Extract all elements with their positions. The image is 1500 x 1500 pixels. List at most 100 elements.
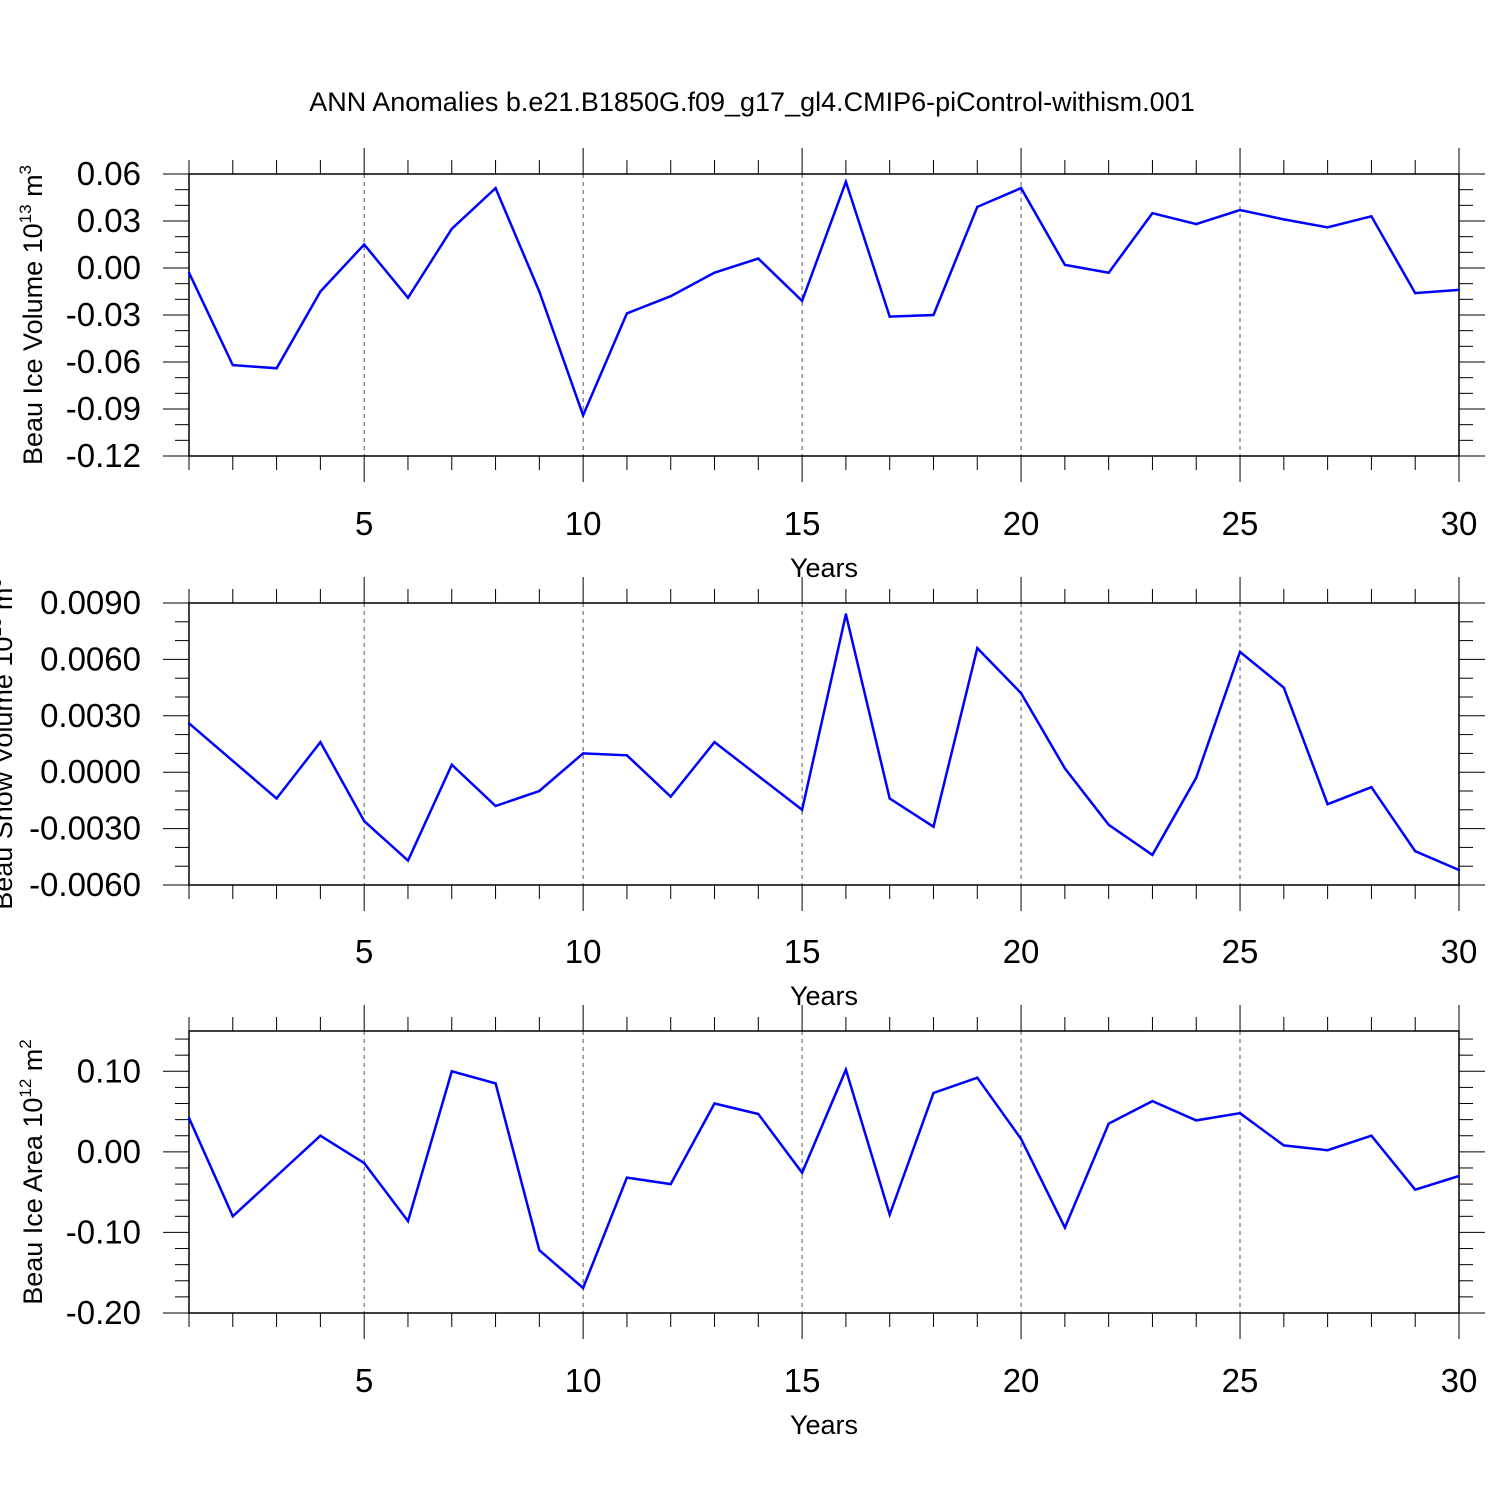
x-tick-label: 10	[565, 505, 602, 542]
data-point	[1151, 853, 1154, 857]
data-point	[625, 1176, 629, 1179]
data-point	[932, 825, 935, 828]
data-point	[319, 290, 322, 293]
data-point	[625, 312, 629, 315]
data-point	[1107, 271, 1110, 274]
data-point	[888, 315, 891, 318]
x-tick-label: 20	[1003, 1362, 1040, 1399]
x-tick-label: 30	[1441, 1362, 1478, 1399]
data-point	[757, 774, 760, 778]
x-axis-label: Years	[790, 1410, 858, 1440]
y-axis-label-text: Beau Ice Volume 10	[18, 223, 48, 465]
y-tick-label: -0.10	[66, 1213, 141, 1250]
series-line	[188, 614, 1460, 872]
data-point	[1414, 849, 1417, 853]
data-point	[1151, 211, 1154, 215]
data-point	[1151, 1099, 1154, 1103]
panel-ice-area: 5 10 15 20 25 30 0.10 0.00 -0.10 -0.20 Years Beau I…	[16, 1005, 1485, 1440]
data-point	[888, 1213, 891, 1216]
data-point	[1063, 263, 1067, 267]
x-tick-label: 10	[565, 1362, 602, 1399]
data-point	[319, 1134, 322, 1137]
data-point	[1107, 823, 1110, 827]
y-axis-label-unit-exponent: 3	[16, 165, 35, 174]
data-point	[1370, 786, 1373, 789]
data-point	[669, 295, 672, 298]
plot-frame	[188, 602, 1460, 886]
figure-title: ANN Anomalies b.e21.B1850G.f09_g17_gl4.C…	[309, 87, 1194, 117]
x-tick-label: 5	[355, 1362, 373, 1399]
data-point	[450, 763, 453, 766]
data-point	[800, 1171, 804, 1175]
y-axis-label-exponent: 12	[16, 1079, 35, 1098]
y-tick-label: 0.0000	[40, 753, 141, 790]
data-point	[275, 797, 278, 800]
data-point	[187, 1116, 191, 1120]
data-point	[1370, 215, 1373, 218]
y-axis-label-unit-exponent: 3	[0, 578, 5, 587]
y-axis-label: Beau Ice Area 1012 m2	[16, 1039, 48, 1305]
data-point	[932, 313, 935, 317]
y-tick-label: -0.12	[66, 437, 141, 474]
data-point	[1457, 868, 1461, 872]
y-tick-label: 0.0030	[40, 697, 141, 734]
data-point	[581, 752, 585, 755]
data-point	[275, 367, 278, 370]
y-tick-label: 0.06	[77, 155, 141, 192]
series-line	[187, 1066, 1460, 1291]
y-axis-label-text: Beau Snow Volume 10	[0, 637, 18, 910]
data-point	[1282, 218, 1286, 221]
data-point	[932, 1091, 935, 1095]
plot-frame	[188, 1030, 1460, 1314]
data-point	[1326, 226, 1329, 229]
data-point	[888, 797, 891, 800]
y-tick-label: 0.00	[77, 1133, 141, 1170]
data-point	[1326, 802, 1329, 806]
data-point	[976, 205, 979, 209]
x-tick-label: 20	[1003, 505, 1040, 542]
data-point	[669, 1182, 672, 1186]
data-point	[362, 243, 366, 246]
x-tick-label: 10	[565, 933, 602, 970]
data-point	[362, 1161, 366, 1165]
y-tick-label: -0.0060	[29, 866, 141, 903]
data-point	[1282, 1144, 1286, 1147]
y-axis-label-unit: m	[18, 174, 48, 204]
data-point	[1195, 776, 1198, 780]
x-tick-label: 20	[1003, 933, 1040, 970]
data-point	[450, 1070, 453, 1073]
series-line	[187, 177, 1460, 419]
panel-ice-volume: 5 10 15 20 25 30 0.06 0.03 0.00 -0.03 -0.06 -0.09 -0…	[16, 148, 1485, 583]
data-point	[362, 819, 366, 823]
data-point	[494, 186, 497, 190]
data-point	[976, 1076, 979, 1079]
x-axis-label: Years	[790, 981, 858, 1011]
data-point	[231, 363, 234, 367]
data-point	[406, 296, 410, 299]
data-point	[844, 180, 848, 184]
data-point	[976, 646, 979, 650]
y-axis-label-text: Beau Ice Area 10	[18, 1098, 48, 1305]
data-point	[757, 1112, 760, 1116]
data-point	[450, 227, 453, 231]
data-point	[231, 1215, 234, 1218]
y-axis-label-exponent: 13	[0, 618, 5, 637]
data-point	[757, 257, 760, 260]
data-point	[494, 804, 497, 808]
y-tick-label: -0.0030	[29, 810, 141, 847]
y-tick-label: -0.06	[66, 343, 141, 380]
data-point	[1457, 1174, 1461, 1178]
data-point	[275, 1174, 278, 1178]
x-tick-label: 15	[784, 1362, 821, 1399]
data-point	[1370, 1134, 1373, 1137]
data-point	[406, 859, 410, 862]
y-tick-label: 0.0090	[40, 584, 141, 621]
x-tick-label: 15	[784, 505, 821, 542]
data-point	[187, 271, 191, 274]
y-axis-label: Beau Ice Volume 1013 m3	[16, 165, 48, 465]
data-point	[1019, 186, 1023, 190]
y-tick-label: -0.03	[66, 296, 141, 333]
data-point	[581, 414, 585, 417]
panel-snow-volume: 5 10 15 20 25 30 0.0090 0.0060 0.0030 0.0000 -0.00…	[0, 577, 1485, 1011]
